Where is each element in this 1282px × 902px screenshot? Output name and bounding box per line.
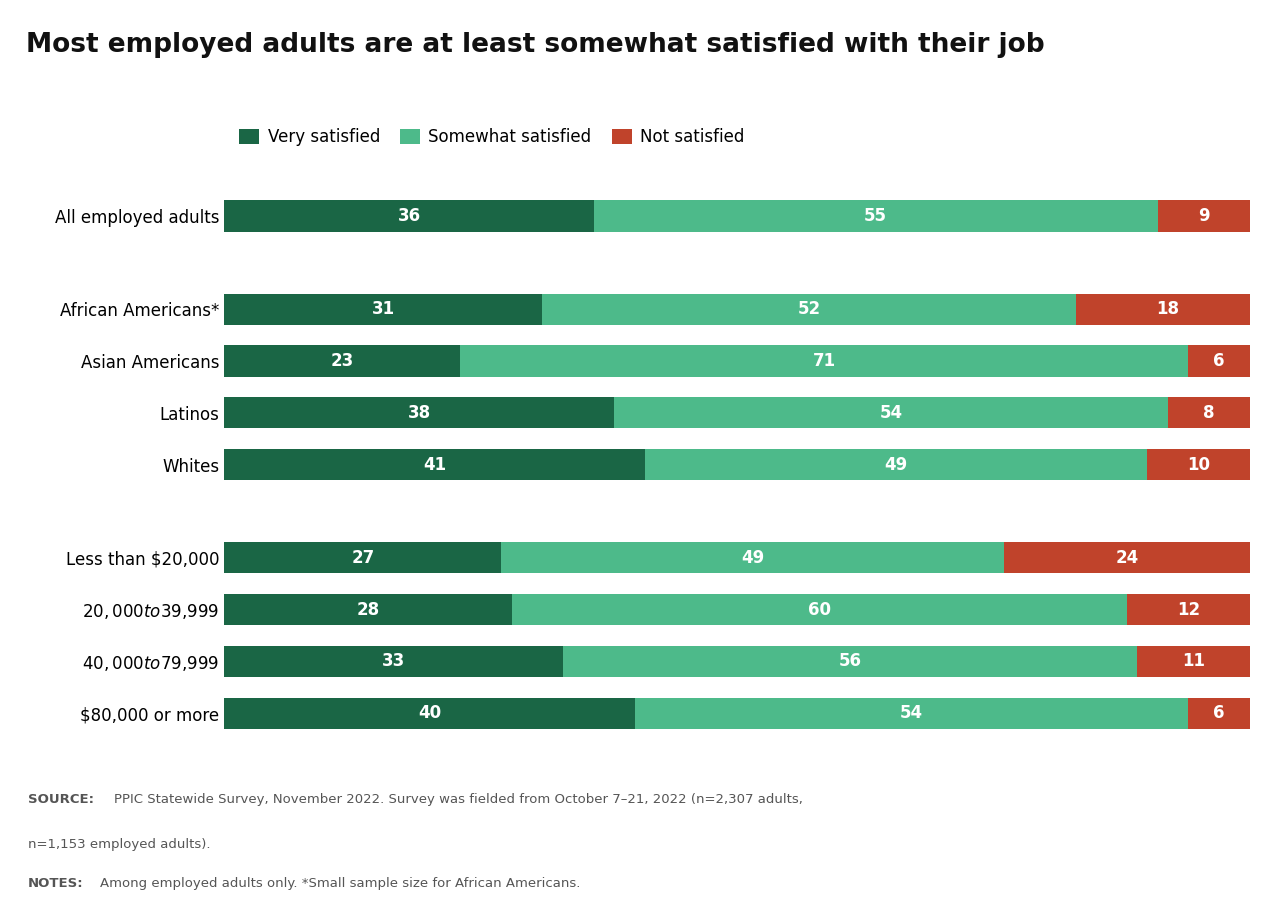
Bar bbox=[224, 449, 645, 480]
Bar bbox=[1188, 697, 1250, 729]
Text: 54: 54 bbox=[879, 404, 903, 422]
Text: 49: 49 bbox=[885, 456, 908, 474]
Text: 9: 9 bbox=[1197, 207, 1210, 225]
Text: 23: 23 bbox=[331, 352, 354, 370]
Bar bbox=[512, 594, 1127, 625]
Text: SOURCE:: SOURCE: bbox=[28, 793, 94, 806]
Bar bbox=[501, 542, 1004, 574]
Text: 31: 31 bbox=[372, 300, 395, 318]
Text: PPIC Statewide Survey, November 2022. Survey was fielded from October 7–21, 2022: PPIC Statewide Survey, November 2022. Su… bbox=[114, 793, 803, 806]
Text: 27: 27 bbox=[351, 548, 374, 566]
Bar bbox=[224, 697, 635, 729]
Bar bbox=[1076, 294, 1260, 325]
Bar bbox=[224, 200, 594, 232]
Text: Most employed adults are at least somewhat satisfied with their job: Most employed adults are at least somewh… bbox=[26, 32, 1045, 58]
Bar bbox=[542, 294, 1076, 325]
Legend: Very satisfied, Somewhat satisfied, Not satisfied: Very satisfied, Somewhat satisfied, Not … bbox=[233, 121, 751, 152]
Bar bbox=[563, 646, 1137, 676]
Text: 18: 18 bbox=[1156, 300, 1179, 318]
Text: 54: 54 bbox=[900, 704, 923, 723]
Bar bbox=[460, 345, 1188, 376]
Text: 6: 6 bbox=[1214, 704, 1224, 723]
Bar bbox=[1168, 397, 1250, 428]
Bar bbox=[645, 449, 1147, 480]
Bar bbox=[1147, 449, 1250, 480]
Text: 56: 56 bbox=[838, 652, 862, 670]
Text: 38: 38 bbox=[408, 404, 431, 422]
Bar bbox=[1188, 345, 1250, 376]
Text: 33: 33 bbox=[382, 652, 405, 670]
Bar bbox=[1004, 542, 1250, 574]
Text: 40: 40 bbox=[418, 704, 441, 723]
Text: 11: 11 bbox=[1182, 652, 1205, 670]
Bar bbox=[1127, 594, 1250, 625]
Text: 8: 8 bbox=[1204, 404, 1214, 422]
Text: 71: 71 bbox=[813, 352, 836, 370]
Bar bbox=[224, 397, 614, 428]
Text: 41: 41 bbox=[423, 456, 446, 474]
Bar bbox=[1137, 646, 1250, 676]
Bar bbox=[224, 646, 563, 676]
Bar bbox=[635, 697, 1188, 729]
Bar bbox=[614, 397, 1168, 428]
Bar bbox=[224, 542, 501, 574]
Text: 36: 36 bbox=[397, 207, 420, 225]
Bar bbox=[224, 594, 512, 625]
Bar bbox=[224, 345, 460, 376]
Text: 12: 12 bbox=[1177, 601, 1200, 619]
Text: 24: 24 bbox=[1115, 548, 1138, 566]
Bar bbox=[1158, 200, 1250, 232]
Bar bbox=[224, 294, 542, 325]
Text: 10: 10 bbox=[1187, 456, 1210, 474]
Text: 6: 6 bbox=[1214, 352, 1224, 370]
Text: NOTES:: NOTES: bbox=[28, 877, 83, 890]
Text: 52: 52 bbox=[797, 300, 820, 318]
Text: 60: 60 bbox=[808, 601, 831, 619]
Text: n=1,153 employed adults).: n=1,153 employed adults). bbox=[28, 838, 210, 851]
Text: Among employed adults only. *Small sample size for African Americans.: Among employed adults only. *Small sampl… bbox=[100, 877, 581, 890]
Text: 28: 28 bbox=[356, 601, 379, 619]
Text: 49: 49 bbox=[741, 548, 764, 566]
Text: 55: 55 bbox=[864, 207, 887, 225]
Bar bbox=[594, 200, 1158, 232]
